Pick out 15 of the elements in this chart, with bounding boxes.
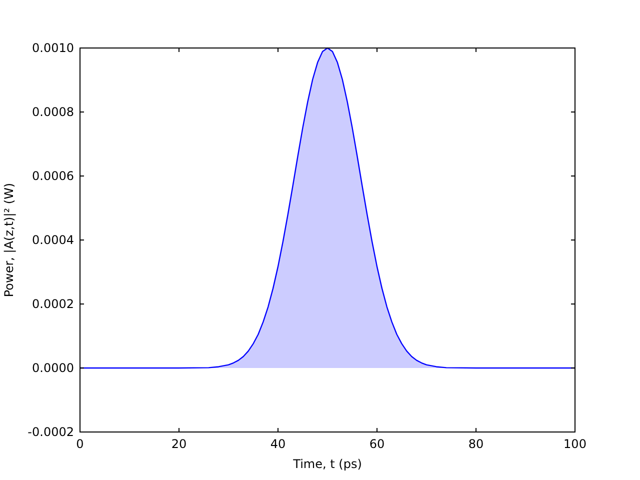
y-tick-label: 0.0004: [32, 233, 74, 248]
y-tick-label: 0.0006: [32, 169, 74, 184]
y-tick-label: -0.0002: [28, 425, 74, 440]
y-tick-label: 0.0008: [32, 105, 74, 120]
y-tick-label: 0.0000: [32, 361, 74, 376]
x-tick-label: 0: [76, 437, 84, 451]
x-tick-label: 100: [564, 437, 586, 451]
x-tick-label: 60: [369, 437, 385, 451]
x-axis-title: Time, t (ps): [292, 457, 362, 471]
y-tick-label: 0.0002: [32, 297, 74, 312]
x-tick-label: 80: [468, 437, 484, 451]
x-tick-label: 40: [270, 437, 286, 451]
x-tick-label: 20: [171, 437, 187, 451]
y-tick-label: 0.0010: [32, 41, 74, 56]
y-axis-title: Power, |A(z,t)|² (W): [2, 182, 16, 298]
